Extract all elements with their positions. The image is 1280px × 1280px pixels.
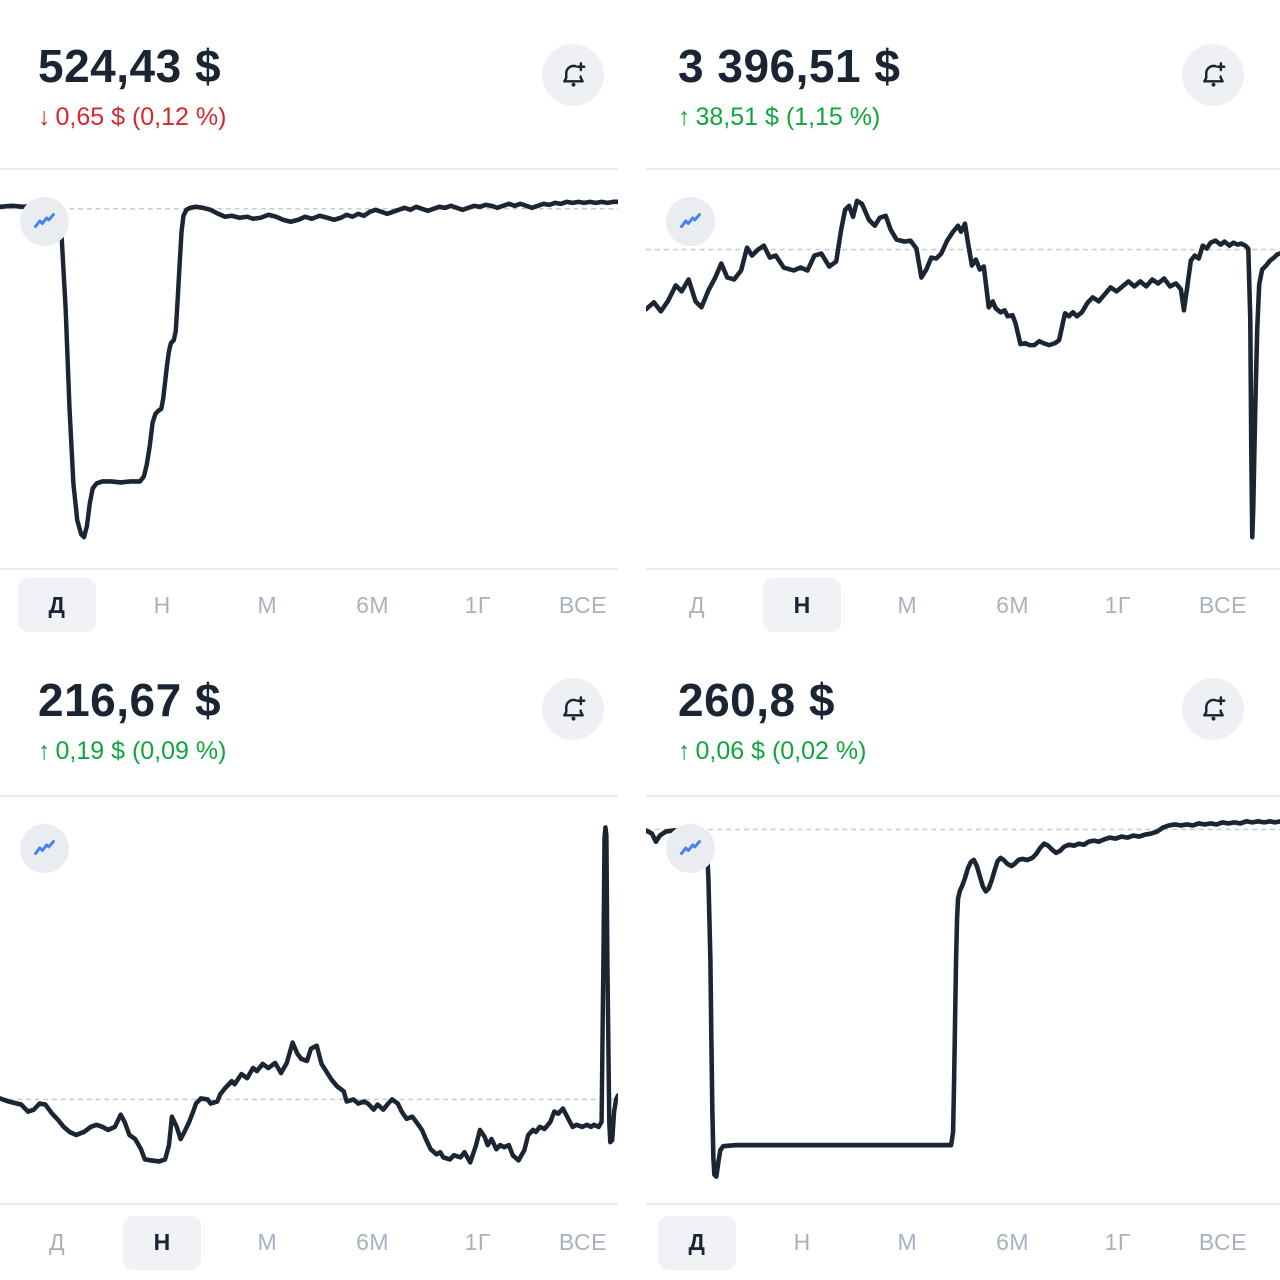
chart-area [646, 795, 1280, 1205]
add-alert-button[interactable] [1182, 678, 1244, 740]
tab-period-day[interactable]: Д [18, 1216, 96, 1270]
tab-period-day[interactable]: Д [18, 578, 96, 632]
tab-period-year[interactable]: 1Г [1079, 1216, 1157, 1270]
trend-line-icon [680, 840, 701, 856]
tab-period-6months[interactable]: 6М [334, 1216, 412, 1270]
bell-plus-icon [562, 61, 585, 87]
chart-style-button[interactable] [666, 824, 715, 873]
price-block: 216,67 $ ↑ 0,19 $ (0,09 %) [38, 676, 226, 766]
up-arrow-icon: ↑ [678, 103, 691, 132]
instrument-card-3: 216,67 $ ↑ 0,19 $ (0,09 %) [0, 640, 640, 1280]
change-text: 38,51 $ (1,15 %) [695, 103, 881, 132]
card-header: 3 396,51 $ ↑ 38,51 $ (1,15 %) [640, 0, 1280, 168]
price-change: ↑ 0,06 $ (0,02 %) [678, 737, 866, 766]
tab-period-6months[interactable]: 6М [974, 578, 1052, 632]
instrument-card-4: 260,8 $ ↑ 0,06 $ (0,02 %) [640, 640, 1280, 1280]
trend-line-icon [34, 840, 55, 856]
tab-period-day[interactable]: Д [658, 578, 736, 632]
tab-period-month[interactable]: М [228, 578, 306, 632]
card-header: 260,8 $ ↑ 0,06 $ (0,02 %) [640, 640, 1280, 795]
tab-period-week[interactable]: Н [763, 1216, 841, 1270]
price-change: ↑ 0,19 $ (0,09 %) [38, 737, 226, 766]
tab-period-week[interactable]: Н [763, 578, 842, 632]
add-alert-button[interactable] [542, 44, 604, 106]
tab-period-6months[interactable]: 6М [974, 1216, 1052, 1270]
chart-style-button[interactable] [20, 824, 69, 873]
tab-period-month[interactable]: М [868, 578, 946, 632]
price-chart[interactable] [646, 170, 1280, 568]
price-value: 524,43 $ [38, 40, 222, 92]
add-alert-button[interactable] [542, 678, 604, 740]
change-text: 0,65 $ (0,12 %) [55, 103, 227, 132]
bell-plus-icon [562, 695, 585, 721]
price-value: 3 396,51 $ [678, 40, 901, 92]
price-change: ↓ 0,65 $ (0,12 %) [38, 103, 226, 132]
chart-area [646, 168, 1280, 570]
card-header: 524,43 $ ↓ 0,65 $ (0,12 %) [0, 0, 640, 168]
instrument-card-2: 3 396,51 $ ↑ 38,51 $ (1,15 %) [640, 0, 1280, 640]
change-text: 0,06 $ (0,02 %) [695, 737, 867, 766]
chart-style-button[interactable] [666, 197, 715, 246]
tab-period-all[interactable]: ВСЕ [544, 1216, 622, 1270]
period-tabs: Д Н М 6М 1Г ВСЕ [640, 1205, 1280, 1280]
tab-period-all[interactable]: ВСЕ [544, 578, 622, 632]
tab-period-all[interactable]: ВСЕ [1184, 578, 1262, 632]
instrument-card-1: 524,43 $ ↓ 0,65 $ (0,12 %) [0, 0, 640, 640]
price-chart[interactable] [646, 797, 1280, 1203]
chart-style-button[interactable] [20, 197, 69, 246]
tab-period-year[interactable]: 1Г [439, 1216, 517, 1270]
down-arrow-icon: ↓ [38, 103, 51, 132]
price-block: 3 396,51 $ ↑ 38,51 $ (1,15 %) [678, 42, 900, 132]
price-value: 260,8 $ [678, 674, 835, 726]
chart-area [0, 795, 618, 1205]
tab-period-month[interactable]: М [868, 1216, 946, 1270]
price-chart[interactable] [0, 170, 618, 568]
change-text: 0,19 $ (0,09 %) [55, 737, 227, 766]
price-block: 260,8 $ ↑ 0,06 $ (0,02 %) [678, 676, 866, 766]
tab-period-week[interactable]: Н [123, 1215, 202, 1270]
up-arrow-icon: ↑ [38, 737, 51, 766]
tab-period-week[interactable]: Н [123, 578, 201, 632]
trend-line-icon [34, 213, 55, 229]
up-arrow-icon: ↑ [678, 737, 691, 766]
period-tabs: Д Н М 6М 1Г ВСЕ [0, 1205, 640, 1280]
tab-period-all[interactable]: ВСЕ [1184, 1216, 1262, 1270]
card-header: 216,67 $ ↑ 0,19 $ (0,09 %) [0, 640, 640, 795]
tab-period-day[interactable]: Д [658, 1215, 736, 1270]
tab-period-year[interactable]: 1Г [1079, 578, 1157, 632]
trend-line-icon [680, 213, 701, 229]
tab-period-6months[interactable]: 6М [334, 578, 412, 632]
tab-period-month[interactable]: М [228, 1216, 306, 1270]
price-chart[interactable] [0, 797, 618, 1203]
add-alert-button[interactable] [1182, 44, 1244, 106]
price-block: 524,43 $ ↓ 0,65 $ (0,12 %) [38, 42, 226, 132]
bell-plus-icon [1202, 695, 1225, 721]
tab-period-year[interactable]: 1Г [439, 578, 517, 632]
period-tabs: Д Н М 6М 1Г ВСЕ [0, 570, 640, 640]
bell-plus-icon [1202, 61, 1225, 87]
chart-area [0, 168, 618, 570]
period-tabs: Д Н М 6М 1Г ВСЕ [640, 570, 1280, 640]
price-change: ↑ 38,51 $ (1,15 %) [678, 103, 900, 132]
price-value: 216,67 $ [38, 674, 222, 726]
